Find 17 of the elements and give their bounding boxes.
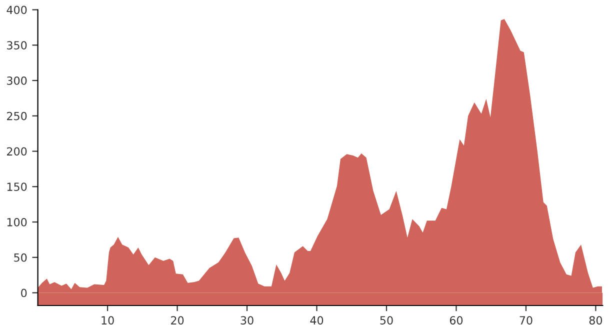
y-tick-label: 50: [14, 253, 27, 262]
x-tick-label: 40: [310, 316, 324, 325]
x-tick-label: 70: [520, 316, 532, 325]
y-tick-label: 350: [7, 41, 27, 50]
y-tick-label: 100: [7, 218, 27, 226]
y-tick-label: 0: [21, 288, 27, 298]
x-tick-label: 60: [450, 316, 463, 325]
y-tick-label: 400: [6, 6, 27, 14]
y-tick-label: 250: [7, 112, 27, 120]
y-tick-label: 150: [7, 182, 27, 192]
x-tick-label: 30: [240, 316, 254, 325]
x-tick-label: 50: [380, 316, 393, 325]
y-tick-label: 200: [7, 147, 27, 156]
y-tick-label: 300: [7, 76, 27, 85]
x-tick-label: 20: [171, 316, 184, 325]
x-tick-label: 10: [102, 316, 114, 325]
x-tick-label: 80: [589, 316, 602, 325]
